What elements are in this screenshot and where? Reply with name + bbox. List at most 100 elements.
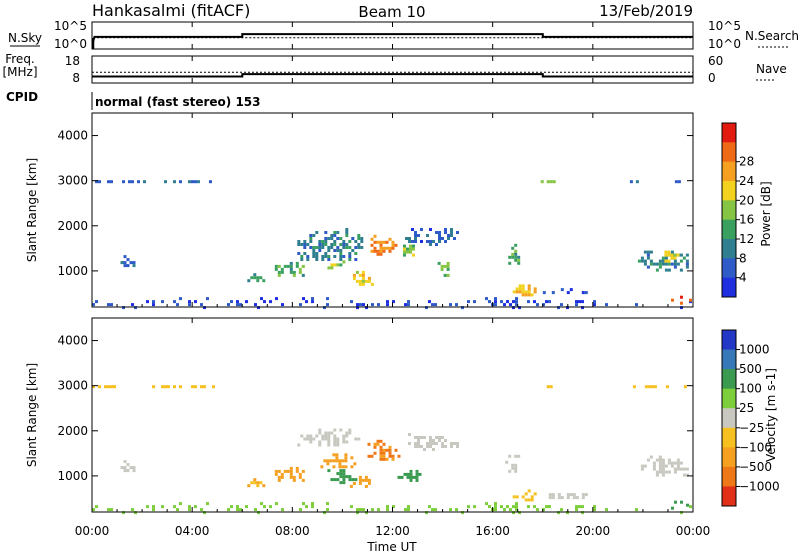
power-cell [405,237,408,240]
power-cell [323,306,326,310]
power-colorbar-tick-label: 4 [739,271,747,285]
velocity-cell [333,434,337,438]
power-cell [605,303,608,307]
velocity-cell [508,469,512,473]
power-cell [514,255,518,259]
velocity-cell [530,498,534,502]
velocity-cell [167,385,170,389]
power-cell [449,303,452,307]
power-cell [321,240,325,243]
velocity-patch-11 [505,454,521,473]
velocity-cell [521,495,525,499]
velocity-cell [382,454,386,458]
power-cell [303,246,307,249]
power-cell [376,252,380,256]
power-cell [467,300,470,304]
velocity-cell [332,465,336,469]
velocity-cell [548,505,551,509]
power-cell [306,258,310,261]
power-cell [298,267,302,271]
power-colorbar-swatch [722,142,736,163]
velocity-cell [391,457,395,461]
velocity-cell [245,505,248,509]
velocity-cell [104,385,107,389]
power-cell [274,264,278,268]
power-patch-14 [637,250,689,272]
velocity-cell [581,493,585,497]
velocity-cell [341,459,345,463]
velocity-cell [512,505,515,509]
power-cell [348,258,352,261]
power-patch-18 [540,180,556,184]
velocity-cell [336,443,340,447]
power-cell [345,228,349,231]
velocity-cell [338,465,342,469]
power-cell [444,228,447,231]
velocity-cell [683,385,687,389]
velocity-cell [323,511,326,515]
noise-series-0 [92,33,693,42]
velocity-patch-5 [320,453,357,469]
velocity-patch-17 [546,385,553,389]
velocity-cell [512,511,515,515]
velocity-cell [256,481,260,485]
power-cell [414,237,417,240]
power-colorbar-tick-label: 16 [739,213,754,227]
velocity-cell [179,385,182,389]
velocity-cell [364,484,368,488]
power-cell [518,306,521,310]
power-cell [515,297,518,301]
velocity-cell [406,472,410,476]
power-cell [664,253,668,257]
power-cell [197,180,200,184]
velocity-cell [302,502,305,506]
power-cell [336,249,340,252]
freq-series [92,73,693,78]
power-cell [440,264,444,268]
power-cell [373,240,377,244]
velocity-cell [676,464,680,468]
power-cell [312,246,316,249]
power-cell [444,240,447,243]
velocity-cell [345,475,349,479]
power-cell [664,262,668,266]
power-patch-1 [92,297,692,310]
power-cell [348,246,352,249]
power-cell [194,180,197,184]
power-cell [324,243,328,246]
power-patch-4 [297,228,364,261]
velocity-colorbar-tick-label: 100 [739,382,762,396]
power-cell [524,293,528,297]
velocity-cell [667,470,671,474]
power-cell [361,276,365,280]
velocity-colorbar-tick-label: −100 [739,440,772,454]
power-cell [330,243,334,246]
power-cell [324,231,328,234]
velocity-cell [429,442,432,445]
velocity-cell [275,502,278,506]
velocity-cell [351,478,355,482]
velocity-colorbar-frame [721,329,737,507]
power-cell [327,246,331,249]
velocity-cell [286,469,290,473]
power-cell [640,256,644,260]
power-cell [311,300,314,304]
power-cell [512,306,515,310]
velocity-cell [324,437,328,441]
velocity-colorbar-swatch [722,427,736,448]
velocity-cell [450,442,453,445]
power-cell [438,234,441,237]
power-cell [361,279,365,283]
power-cell [530,293,534,297]
velocity-cell [254,508,257,512]
velocity-cell [432,442,435,445]
velocity-cell [324,431,328,435]
velocity-cell [560,508,563,512]
velocity-cell [352,481,356,485]
velocity-cell [311,505,314,509]
velocity-cell [548,493,552,497]
power-cell [110,180,113,184]
power-cell [649,250,653,254]
power-colorbar-swatch [722,123,736,143]
power-cell [455,303,458,307]
